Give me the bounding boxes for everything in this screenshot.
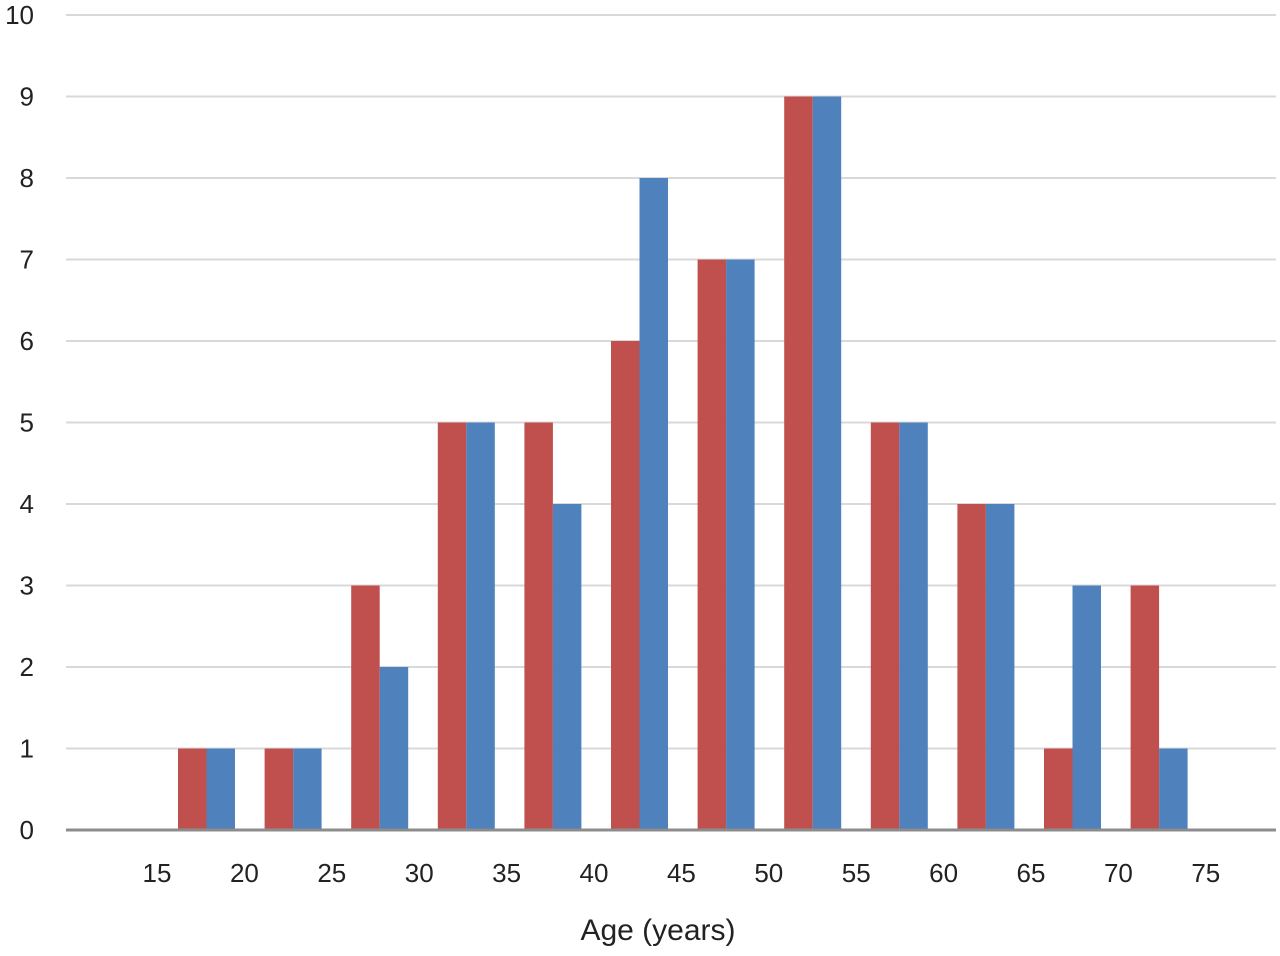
bar-series2-50-55: [812, 96, 842, 830]
x-tick-label-30: 30: [405, 858, 434, 888]
y-tick-label-3: 3: [20, 571, 34, 601]
x-tick-label-50: 50: [754, 858, 783, 888]
x-tick-label-65: 65: [1017, 858, 1046, 888]
bar-series1-30-35: [437, 422, 467, 830]
x-tick-label-60: 60: [929, 858, 958, 888]
y-axis-tick-labels: 0 1 2 3 4 5 6 7 8 9 10: [5, 0, 34, 845]
bar-series2-35-40: [552, 504, 582, 830]
y-tick-label-10: 10: [5, 0, 34, 30]
bar-series2-30-35: [466, 422, 495, 830]
bar-series1-50-55: [784, 96, 813, 830]
bar-series1-35-40: [524, 422, 553, 830]
y-tick-label-5: 5: [20, 408, 34, 438]
y-tick-label-2: 2: [20, 652, 34, 682]
bar-series1-40-45: [611, 341, 640, 830]
bar-series2-40-45: [639, 178, 668, 830]
bar-series1-25-30: [351, 585, 380, 830]
bar-series1-15-20: [178, 748, 207, 830]
y-tick-label-6: 6: [20, 326, 34, 356]
x-tick-label-45: 45: [667, 858, 696, 888]
gridlines: [66, 14, 1276, 750]
bar-series2-60-65: [985, 504, 1015, 830]
x-tick-label-55: 55: [842, 858, 871, 888]
bars: [178, 96, 1188, 830]
bar-series2-45-50: [726, 259, 755, 830]
x-tick-label-35: 35: [492, 858, 521, 888]
y-tick-label-7: 7: [20, 245, 34, 275]
y-tick-label-1: 1: [20, 734, 34, 764]
bar-series1-70-75: [1130, 585, 1160, 830]
bar-series1-45-50: [697, 259, 727, 830]
x-tick-label-25: 25: [317, 858, 346, 888]
bar-series2-55-60: [899, 422, 928, 830]
bar-series2-70-75: [1159, 748, 1188, 830]
bar-series1-60-65: [957, 504, 986, 830]
bar-series1-55-60: [870, 422, 900, 830]
y-tick-label-9: 9: [20, 82, 34, 112]
bar-series2-25-30: [379, 667, 409, 830]
bar-series2-15-20: [206, 748, 235, 830]
y-tick-label-4: 4: [20, 489, 34, 519]
x-tick-label-70: 70: [1104, 858, 1133, 888]
bar-series2-20-25: [293, 748, 322, 830]
x-tick-label-75: 75: [1191, 858, 1220, 888]
x-axis-title: Age (years): [580, 914, 735, 947]
x-tick-label-20: 20: [230, 858, 259, 888]
bar-series1-20-25: [264, 748, 294, 830]
x-tick-label-40: 40: [580, 858, 609, 888]
bar-series2-65-70: [1072, 585, 1101, 830]
x-axis-tick-labels: 15 20 25 30 35 40 45 50 55 60 65 70 75: [143, 858, 1221, 888]
bar-series1-65-70: [1044, 748, 1073, 830]
x-tick-label-15: 15: [143, 858, 172, 888]
y-tick-label-0: 0: [20, 815, 34, 845]
y-tick-label-8: 8: [20, 163, 34, 193]
